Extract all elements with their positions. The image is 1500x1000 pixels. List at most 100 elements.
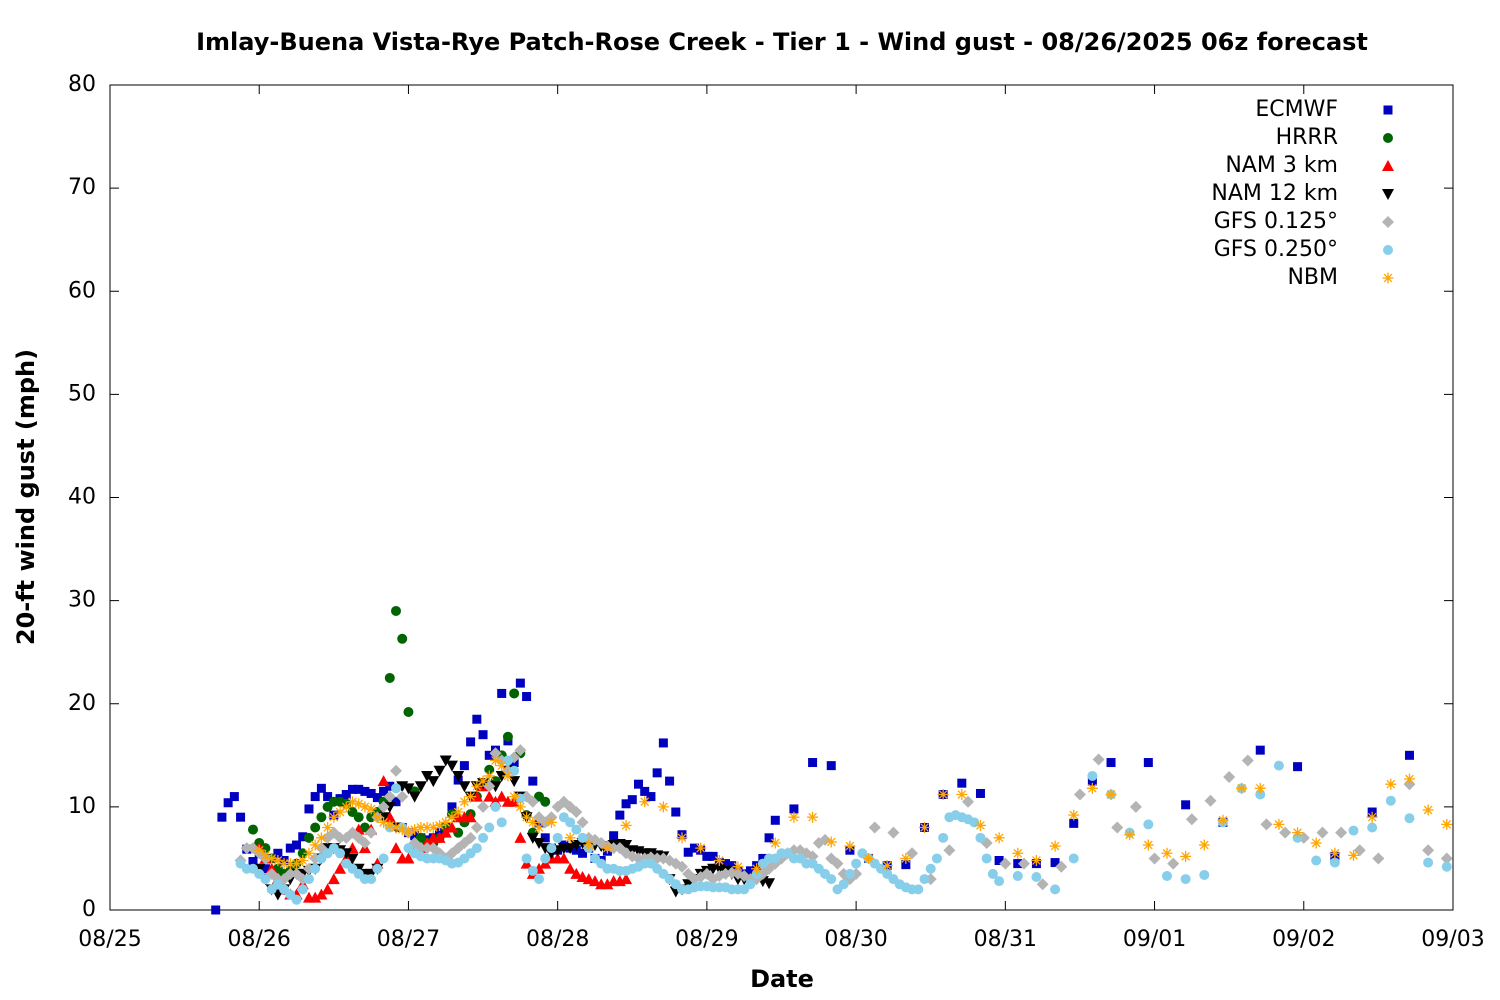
data-point: [316, 783, 326, 793]
data-point: [415, 822, 427, 833]
data-point: [471, 843, 482, 854]
data-point: [452, 806, 464, 818]
data-point: [1086, 782, 1098, 794]
data-point: [410, 831, 420, 841]
data-point: [1348, 849, 1360, 861]
data-point: [789, 804, 799, 814]
data-point: [689, 843, 699, 853]
y-tick-label: 80: [68, 72, 96, 97]
data-point: [588, 875, 601, 887]
data-point: [477, 800, 490, 813]
data-point: [402, 783, 415, 795]
data-point: [1161, 847, 1173, 859]
data-point: [464, 811, 477, 823]
data-point: [526, 795, 539, 808]
data-point: [1372, 852, 1385, 865]
data-point: [240, 842, 253, 855]
data-point: [615, 810, 625, 820]
data-point: [522, 692, 532, 702]
data-point: [1223, 770, 1236, 783]
data-point: [309, 891, 322, 903]
data-point: [1199, 869, 1210, 880]
data-point: [483, 770, 495, 782]
data-point: [640, 786, 650, 796]
data-point: [478, 730, 488, 740]
legend-label: GFS 0.250°: [1214, 237, 1338, 262]
data-point: [341, 790, 351, 799]
data-point: [1111, 821, 1124, 834]
data-point: [1348, 825, 1359, 836]
data-point: [353, 812, 364, 823]
data-point: [433, 765, 446, 777]
data-point: [665, 776, 675, 786]
data-point: [751, 863, 763, 875]
data-point: [497, 688, 507, 698]
data-point: [354, 784, 364, 794]
y-tick-label: 10: [68, 794, 96, 819]
data-point: [887, 826, 900, 839]
data-point: [253, 844, 265, 856]
data-point: [509, 765, 520, 776]
y-tick-label: 20: [68, 691, 96, 716]
data-point: [999, 857, 1012, 870]
data-point: [495, 790, 508, 802]
legend-marker: [1382, 216, 1394, 228]
data-point: [334, 862, 347, 874]
data-point: [259, 849, 271, 861]
data-point: [260, 874, 271, 885]
data-point: [994, 856, 1004, 865]
data-point: [464, 831, 477, 844]
data-point: [321, 883, 334, 895]
data-point: [414, 781, 427, 793]
data-point: [1050, 858, 1060, 868]
data-point: [1180, 874, 1191, 885]
data-point: [316, 812, 327, 823]
data-point: [987, 868, 998, 879]
data-point: [378, 853, 389, 864]
legend-label: NBM: [1287, 265, 1338, 290]
data-point: [564, 832, 576, 844]
data-point: [478, 832, 489, 843]
data-point: [540, 833, 550, 843]
data-point: [974, 819, 986, 831]
data-point: [1012, 870, 1023, 881]
data-point: [1073, 788, 1086, 801]
data-point: [540, 853, 551, 864]
data-point: [863, 852, 875, 864]
data-point: [540, 796, 551, 807]
data-point: [1068, 853, 1079, 864]
data-point: [528, 776, 538, 786]
data-point: [509, 688, 520, 699]
data-point: [1423, 857, 1434, 868]
data-point: [502, 755, 513, 766]
data-point: [1142, 839, 1154, 851]
data-point: [440, 816, 452, 828]
data-point: [383, 790, 396, 803]
data-point: [831, 857, 844, 870]
data-point: [390, 842, 403, 854]
data-point: [371, 811, 383, 823]
data-point: [1204, 794, 1217, 807]
data-point: [962, 795, 975, 808]
data-point: [495, 770, 508, 782]
data-point: [727, 861, 737, 871]
data-point: [526, 832, 539, 844]
data-point: [557, 852, 570, 864]
data-point: [514, 744, 527, 757]
data-point: [1329, 847, 1341, 859]
data-point: [745, 879, 756, 890]
data-point: [975, 788, 985, 798]
legend-marker: [1382, 189, 1394, 200]
x-tick-label: 08/27: [377, 927, 440, 952]
data-point: [391, 797, 401, 807]
data-point: [452, 770, 465, 782]
data-point: [601, 878, 614, 890]
data-point: [365, 826, 378, 839]
data-point: [334, 806, 346, 818]
data-point: [601, 842, 613, 854]
data-point: [564, 843, 577, 855]
data-point: [346, 853, 359, 865]
data-point: [931, 853, 942, 864]
x-tick-label: 08/28: [526, 927, 589, 952]
